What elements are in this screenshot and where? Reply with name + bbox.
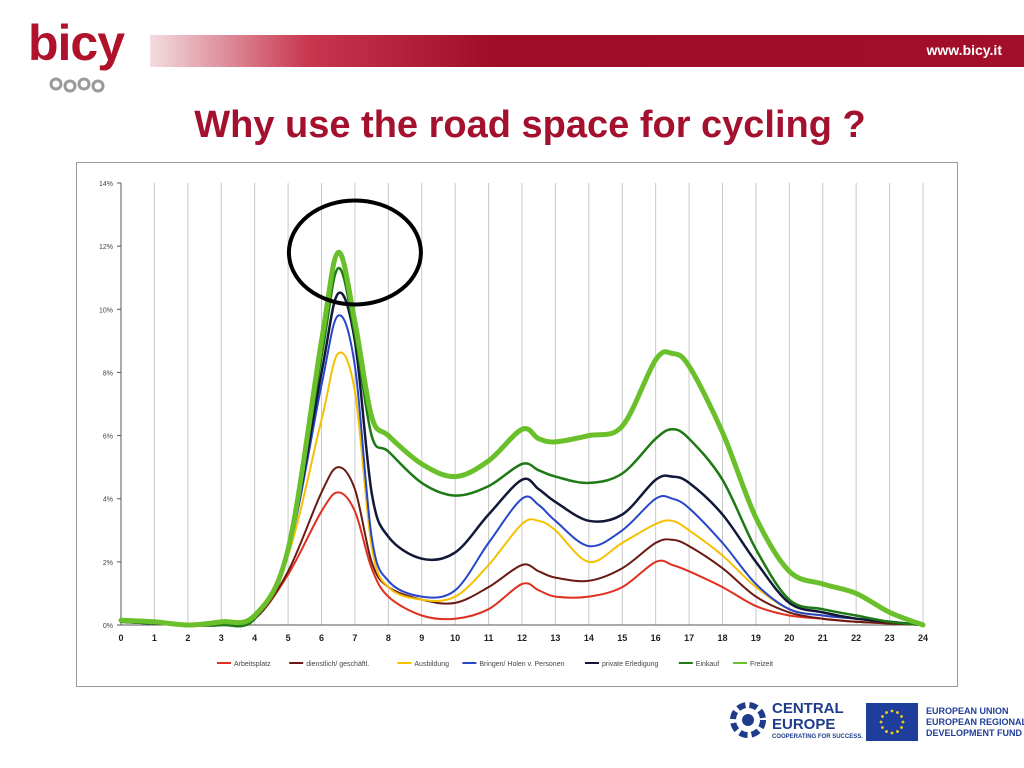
eu-star-icon — [896, 730, 899, 733]
x-tick-label: 5 — [286, 633, 291, 643]
eu-star-icon — [900, 715, 903, 718]
x-tick-label: 19 — [751, 633, 761, 643]
central-europe-tagline: COOPERATING FOR SUCCESS. — [772, 734, 863, 740]
y-tick-label: 12% — [99, 244, 113, 251]
eu-star-icon — [900, 726, 903, 729]
highlight-circle — [286, 198, 423, 307]
line-chart: 0 1 2 3 4 5 6 7 8 9 10 11 12 13 14 15 16 17 18 19 20 21 22 23 24… — [99, 181, 928, 668]
x-tick-label: 23 — [885, 633, 895, 643]
bicy-logo: bicy — [26, 15, 146, 96]
y-tick-label: 6% — [103, 434, 113, 441]
x-tick-label: 8 — [386, 633, 391, 643]
eu-star-icon — [879, 720, 883, 724]
x-tick-label: 7 — [352, 633, 357, 643]
y-tick-label: 0% — [103, 623, 113, 630]
legend-label: Ausbildung — [414, 661, 449, 668]
website-link[interactable]: www.bicy.it — [926, 42, 1002, 58]
legend-label: Arbeitsplatz — [234, 661, 271, 668]
eu-star-icon — [881, 726, 884, 729]
x-tick-label: 15 — [617, 633, 627, 643]
x-tick-label: 14 — [584, 633, 594, 643]
x-tick-label: 22 — [851, 633, 861, 643]
series-line — [120, 466, 924, 627]
legend-label: Einkauf — [696, 661, 719, 668]
series-line — [118, 249, 926, 628]
eu-label-line1: EUROPEAN UNION — [926, 706, 1009, 716]
x-tick-label: 20 — [784, 633, 794, 643]
eu-star-icon — [885, 711, 888, 714]
x-tick-label: 16 — [651, 633, 661, 643]
y-tick-label: 10% — [99, 307, 113, 314]
x-tick-label: 13 — [550, 633, 560, 643]
legend-label: dienstlich/ geschäftl. — [306, 661, 369, 668]
x-tick-label: 11 — [484, 633, 494, 643]
y-tick-label: 8% — [103, 370, 113, 377]
central-europe-line2: EUROPE — [772, 716, 836, 733]
x-tick-label: 3 — [219, 633, 224, 643]
eu-star-icon — [885, 730, 888, 733]
header-banner: www.bicy.it — [150, 35, 1024, 67]
legend-label: Bringen/ Holen v. Personen — [479, 661, 564, 668]
eu-star-icon — [896, 711, 899, 714]
x-tick-label: 2 — [185, 633, 190, 643]
x-tick-label: 21 — [818, 633, 828, 643]
x-tick-label: 17 — [684, 633, 694, 643]
legend-label: Freizeit — [750, 661, 773, 668]
eu-label-line3: DEVELOPMENT FUND — [926, 728, 1023, 738]
x-tick-label: 0 — [118, 633, 123, 643]
x-tick-label: 9 — [419, 633, 424, 643]
footer-logos: CENTRAL EUROPE COOPERATING FOR SUCCESS. … — [726, 696, 1024, 748]
eu-flag-icon — [866, 703, 918, 741]
legend-label: private Erledigung — [602, 661, 659, 668]
central-europe-logo-icon — [730, 702, 766, 738]
eu-star-icon — [890, 709, 894, 713]
y-tick-label: 2% — [103, 560, 113, 567]
x-tick-label: 10 — [450, 633, 460, 643]
eu-star-icon — [901, 720, 905, 724]
eu-star-icon — [890, 731, 894, 735]
x-tick-label: 6 — [319, 633, 324, 643]
x-tick-label: 4 — [252, 633, 257, 643]
x-tick-label: 12 — [517, 633, 527, 643]
x-tick-label: 18 — [717, 633, 727, 643]
chart-figure: 0 1 2 3 4 5 6 7 8 9 10 11 12 13 14 15 16 17 18 19 20 21 22 23 24… — [76, 162, 958, 687]
eu-star-icon — [881, 715, 884, 718]
eu-label-line2: EUROPEAN REGIONAL — [926, 717, 1024, 727]
central-europe-line1: CENTRAL — [772, 700, 844, 717]
logo-text: bicy — [28, 15, 125, 71]
logo-chain-icon — [49, 77, 105, 93]
page-title: Why use the road space for cycling ? — [194, 104, 866, 146]
y-tick-label: 14% — [99, 181, 113, 188]
x-tick-label: 1 — [152, 633, 157, 643]
x-tick-label: 24 — [918, 633, 928, 643]
y-tick-label: 4% — [103, 497, 113, 504]
